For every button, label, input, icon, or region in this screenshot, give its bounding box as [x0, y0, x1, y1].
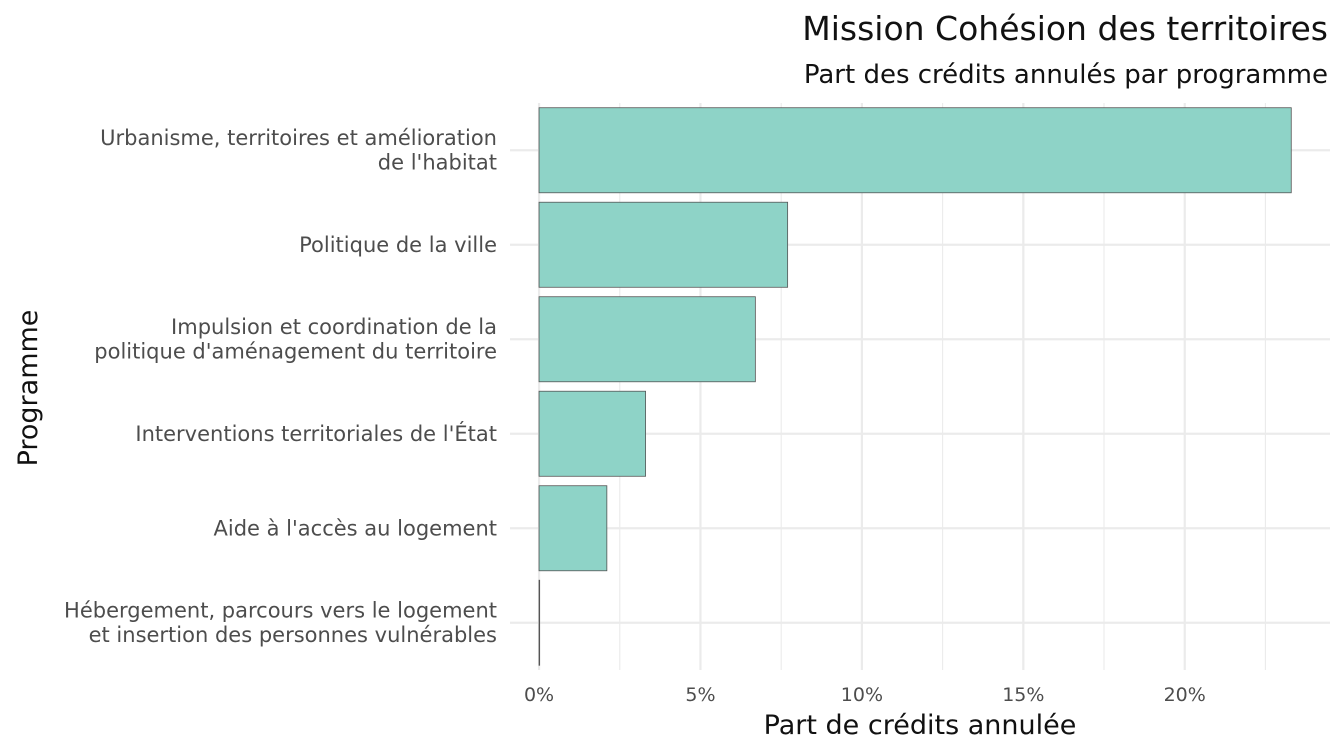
category-label: Urbanisme, territoires et amélioration de…: [100, 126, 497, 175]
bar: [538, 390, 646, 477]
x-tick-label: 5%: [685, 684, 715, 706]
bar: [538, 201, 789, 288]
chart-subtitle: Part des crédits annulés par programme: [804, 60, 1328, 90]
bar: [538, 107, 1292, 194]
x-tick-label: 10%: [841, 684, 883, 706]
category-label: Politique de la ville: [299, 233, 497, 257]
category-label: Impulsion et coordination de la politique…: [94, 315, 497, 364]
x-axis-title: Part de crédits annulée: [764, 710, 1077, 741]
bars: [538, 107, 1292, 666]
x-tick-label: 15%: [1002, 684, 1044, 706]
chart-title: Mission Cohésion des territoires: [802, 9, 1328, 48]
x-tick-labels: 0% 5% 10% 15% 20%: [524, 684, 1206, 706]
category-labels: Urbanisme, territoires et amélioration de…: [64, 126, 497, 647]
x-tick-label: 0%: [524, 684, 554, 706]
category-label: Interventions territoriales de l'État: [135, 421, 497, 446]
bar: [538, 296, 756, 383]
bar: [538, 485, 608, 572]
category-label: Hébergement, parcours vers le logement et…: [64, 599, 497, 648]
bar: [538, 579, 541, 666]
y-axis-title: Programme: [13, 310, 44, 467]
category-label: Aide à l'accès au logement: [214, 516, 497, 540]
x-tick-label: 20%: [1164, 684, 1206, 706]
